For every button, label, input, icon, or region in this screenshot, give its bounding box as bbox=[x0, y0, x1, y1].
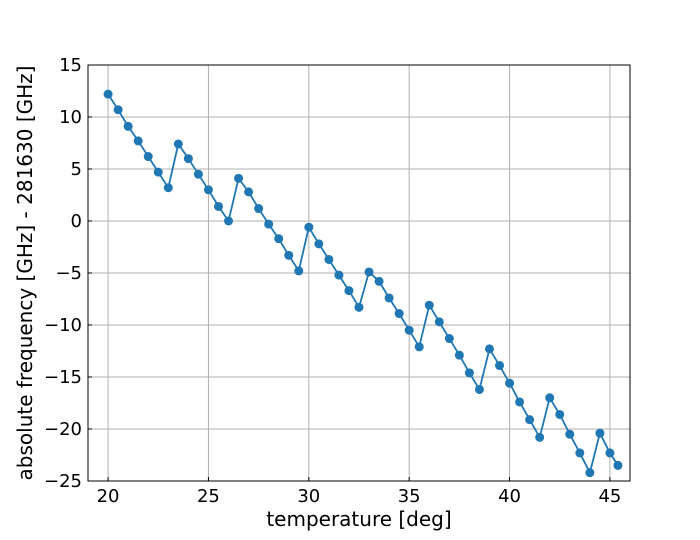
y-tick-label: −25 bbox=[44, 471, 82, 492]
data-point bbox=[394, 309, 404, 319]
y-tick-label: −5 bbox=[55, 263, 82, 284]
data-point bbox=[595, 428, 605, 438]
x-tick-label: 20 bbox=[97, 486, 120, 507]
data-point bbox=[414, 342, 424, 352]
y-tick-label: 15 bbox=[59, 55, 82, 76]
data-points bbox=[103, 89, 623, 478]
data-point bbox=[545, 393, 555, 403]
data-point bbox=[183, 154, 193, 164]
data-point bbox=[605, 448, 615, 458]
data-point bbox=[424, 300, 434, 310]
data-point bbox=[304, 222, 314, 232]
data-point bbox=[525, 415, 535, 425]
y-tick-label: 5 bbox=[71, 159, 82, 180]
x-tick-label: 25 bbox=[197, 486, 220, 507]
data-point bbox=[213, 201, 223, 211]
x-axis: 20 25 30 35 40 45 bbox=[97, 477, 621, 507]
y-tick-label: 0 bbox=[71, 211, 82, 232]
data-point bbox=[555, 409, 565, 419]
data-point bbox=[515, 397, 525, 407]
grid bbox=[88, 64, 630, 482]
y-tick-label: −20 bbox=[44, 419, 82, 440]
data-point bbox=[244, 187, 254, 197]
data-point bbox=[153, 167, 163, 177]
data-point bbox=[374, 276, 384, 286]
y-axis-label: absolute frequency [GHz] - 281630 [GHz] bbox=[13, 66, 37, 481]
data-point bbox=[474, 384, 484, 394]
data-point bbox=[364, 267, 374, 277]
data-point bbox=[264, 219, 274, 229]
data-point bbox=[575, 448, 585, 458]
data-point bbox=[254, 204, 264, 214]
data-point bbox=[354, 302, 364, 312]
data-point bbox=[103, 89, 113, 99]
data-point bbox=[314, 239, 324, 249]
data-point bbox=[505, 378, 515, 388]
data-point bbox=[324, 254, 334, 264]
data-point bbox=[234, 173, 244, 183]
x-tick-label: 45 bbox=[598, 486, 621, 507]
data-point bbox=[143, 152, 153, 162]
data-point bbox=[454, 350, 464, 360]
data-point bbox=[384, 293, 394, 303]
data-point bbox=[203, 185, 213, 195]
data-point bbox=[224, 216, 234, 226]
data-point bbox=[163, 183, 173, 193]
y-axis: −25 −20 −15 −10 −5 0 5 10 15 bbox=[44, 55, 92, 492]
data-point bbox=[193, 169, 203, 179]
y-tick-label: −15 bbox=[44, 367, 82, 388]
data-point bbox=[123, 121, 133, 131]
data-point bbox=[404, 325, 414, 335]
series-line bbox=[107, 93, 619, 476]
x-tick-label: 35 bbox=[398, 486, 421, 507]
data-point bbox=[344, 286, 354, 296]
data-point bbox=[173, 139, 183, 149]
x-axis-label: temperature [deg] bbox=[266, 507, 451, 531]
data-point bbox=[113, 105, 123, 115]
data-point bbox=[334, 270, 344, 280]
data-point bbox=[444, 334, 454, 344]
y-tick-label: −10 bbox=[44, 315, 82, 336]
x-tick-label: 40 bbox=[498, 486, 521, 507]
data-point bbox=[613, 460, 623, 470]
data-point bbox=[464, 368, 474, 378]
data-point bbox=[284, 250, 294, 260]
data-point bbox=[535, 432, 545, 442]
data-point bbox=[133, 136, 143, 146]
x-tick-label: 30 bbox=[297, 486, 320, 507]
data-point bbox=[274, 234, 284, 244]
series-polyline bbox=[107, 93, 619, 476]
y-tick-label: 10 bbox=[59, 107, 82, 128]
data-point bbox=[495, 361, 505, 371]
data-point bbox=[294, 266, 304, 276]
data-point bbox=[434, 317, 444, 327]
data-point bbox=[585, 468, 595, 478]
data-point bbox=[565, 429, 575, 439]
data-point bbox=[484, 344, 494, 354]
